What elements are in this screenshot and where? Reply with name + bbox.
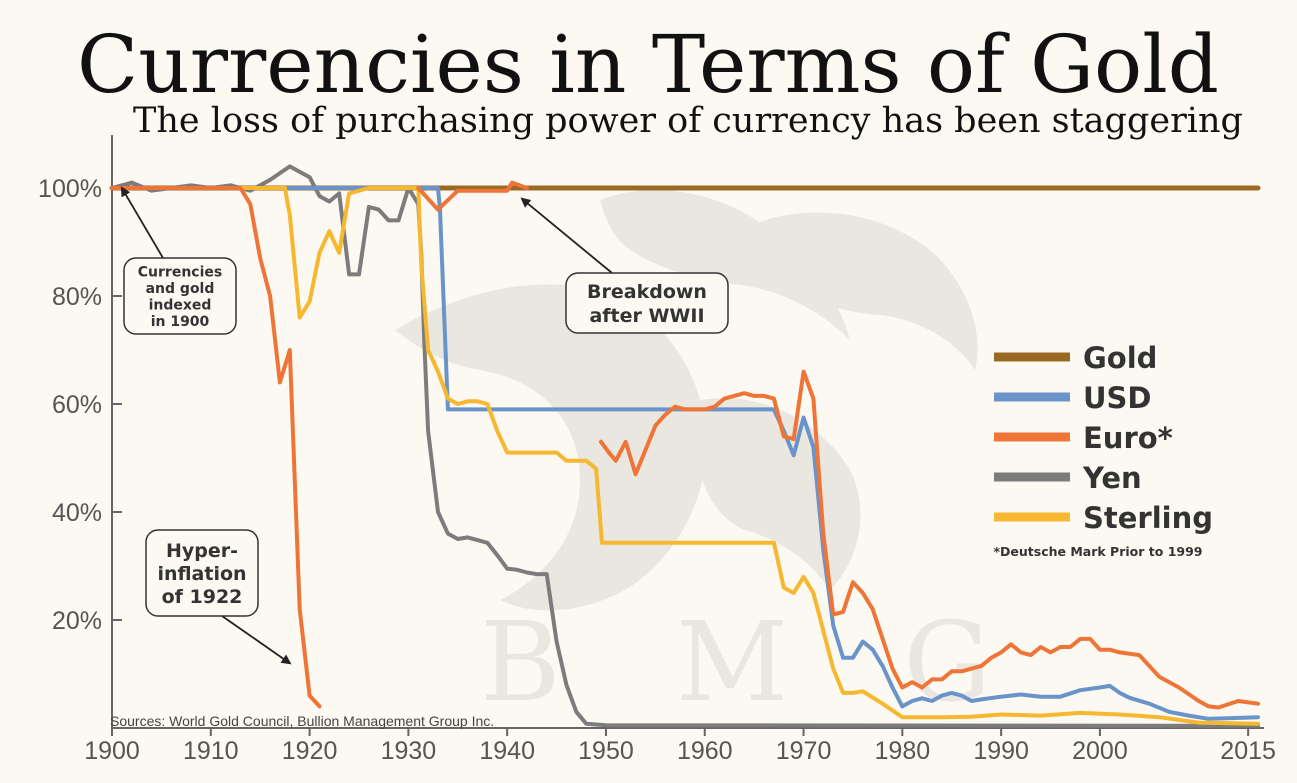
x-tick-label: 2000 xyxy=(1072,737,1128,765)
series-line-usd xyxy=(110,186,1260,721)
legend-label-yen: Yen xyxy=(1082,461,1142,495)
x-tick-label: 1970 xyxy=(776,737,832,765)
callout-box-indexed xyxy=(123,257,237,335)
x-tick-label: 1990 xyxy=(973,737,1029,765)
callout-text-hyper: Hyper- xyxy=(166,540,238,562)
legend-note: *Deutsche Mark Prior to 1999 xyxy=(994,544,1203,559)
x-tick-label: 1980 xyxy=(875,737,931,765)
callout-arrow-indexed xyxy=(120,186,164,259)
callout-text-wwii: after WWII xyxy=(589,305,704,327)
x-tick-label: 1930 xyxy=(381,737,437,765)
x-tick-label: 1960 xyxy=(677,737,733,765)
legend-label-gold: Gold xyxy=(1083,341,1157,375)
series-line-euro xyxy=(416,180,529,212)
x-tick-label: 1950 xyxy=(578,737,634,765)
legend-label-sterling: Sterling xyxy=(1083,501,1213,535)
callout-arrow-hyper xyxy=(221,615,292,665)
callout-box-hyper xyxy=(145,529,259,617)
y-tick-label: 60% xyxy=(52,391,102,419)
x-tick-label: 1910 xyxy=(183,737,239,765)
x-tick-label: 2015 xyxy=(1220,737,1276,765)
y-tick-label: 20% xyxy=(52,607,102,635)
callout-text-hyper: of 1922 xyxy=(162,586,243,608)
callout-text-indexed: Currencies xyxy=(138,264,222,280)
series-line-sterling xyxy=(110,186,1260,726)
callout-text-indexed: in 1900 xyxy=(151,314,210,330)
series-line-euro xyxy=(110,186,322,709)
x-tick-label: 1920 xyxy=(282,737,338,765)
y-tick-label: 40% xyxy=(52,499,102,527)
x-tick-label: 1940 xyxy=(479,737,535,765)
chart-subtitle: The loss of purchasing power of currency… xyxy=(133,101,1243,141)
y-tick-label: 80% xyxy=(52,283,102,311)
callout-text-hyper: inflation xyxy=(157,563,246,585)
legend-label-euro: Euro* xyxy=(1083,421,1173,455)
callout-text-indexed: indexed xyxy=(149,297,212,313)
callout-text-wwii: Breakdown xyxy=(587,281,707,303)
legend-label-usd: USD xyxy=(1083,381,1152,415)
callout-box-wwii xyxy=(565,272,729,334)
chart-title: Currencies in Terms of Gold xyxy=(77,18,1219,111)
y-tick-label: 100% xyxy=(38,175,102,203)
source-text: Sources: World Gold Council, Bullion Man… xyxy=(110,713,494,729)
bmg-watermark-logo: B M G xyxy=(395,190,991,726)
series-line-euro xyxy=(599,369,1260,710)
x-tick-label: 1900 xyxy=(84,737,140,765)
callout-text-indexed: and gold xyxy=(146,281,215,297)
callout-arrow-wwii xyxy=(520,197,613,274)
